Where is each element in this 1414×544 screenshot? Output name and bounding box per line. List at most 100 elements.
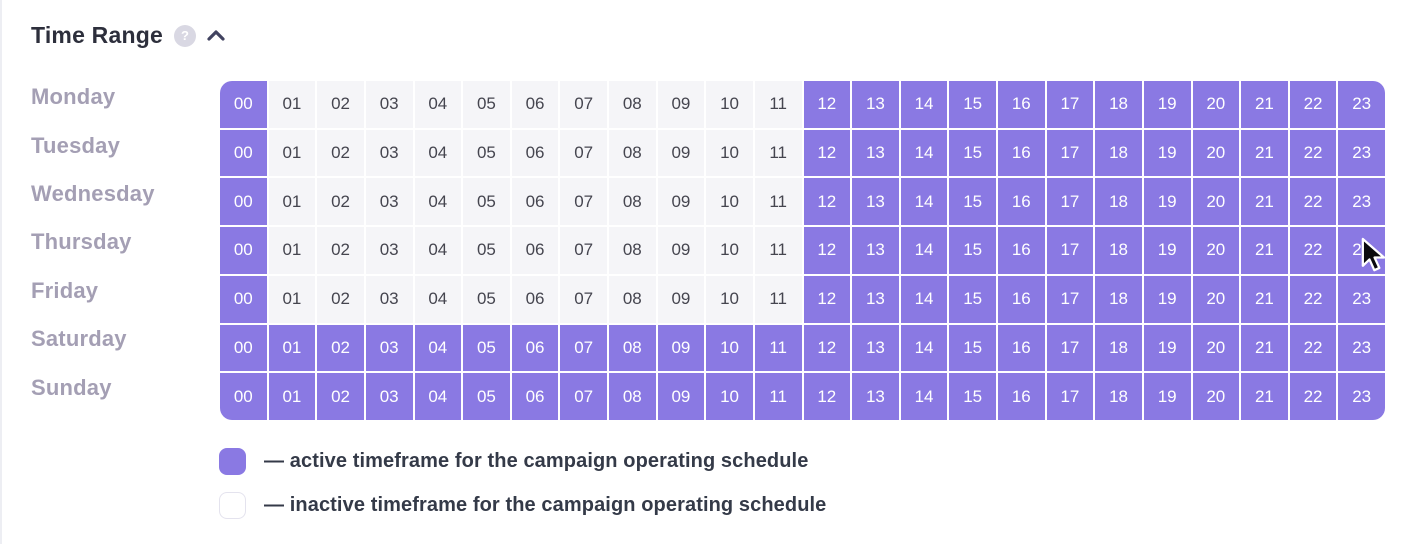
hour-cell[interactable]: 10 <box>706 373 753 420</box>
hour-cell[interactable]: 20 <box>1192 178 1240 226</box>
hour-cell[interactable]: 20 <box>1192 373 1240 420</box>
hour-cell[interactable]: 18 <box>1095 129 1142 177</box>
help-icon[interactable]: ? <box>173 24 196 47</box>
hour-cell[interactable]: 14 <box>900 178 948 226</box>
hour-cell[interactable]: 11 <box>754 227 802 274</box>
hour-cell[interactable]: 03 <box>365 129 413 177</box>
hour-cell[interactable]: 01 <box>268 129 316 177</box>
hour-cell[interactable]: 15 <box>949 129 996 177</box>
hour-cell[interactable]: 01 <box>268 373 316 420</box>
hour-cell[interactable]: 14 <box>900 275 948 323</box>
hour-cell[interactable]: 02 <box>317 275 364 323</box>
hour-cell[interactable]: 04 <box>414 324 462 372</box>
hour-cell[interactable]: 12 <box>803 373 851 420</box>
hour-cell[interactable]: 20 <box>1192 275 1240 323</box>
hour-cell[interactable]: 01 <box>268 275 316 323</box>
hour-cell[interactable]: 19 <box>1143 275 1191 323</box>
hour-cell[interactable]: 14 <box>900 227 948 274</box>
hour-cell[interactable]: 05 <box>463 81 510 128</box>
hour-cell[interactable]: 18 <box>1095 81 1142 128</box>
hour-cell[interactable]: 00 <box>220 178 267 226</box>
hour-cell[interactable]: 11 <box>754 81 802 128</box>
hour-cell[interactable]: 12 <box>803 275 851 323</box>
hour-cell[interactable]: 06 <box>511 275 559 323</box>
hour-cell[interactable]: 23 <box>1338 129 1385 177</box>
hour-cell[interactable]: 06 <box>511 227 559 274</box>
hour-cell[interactable]: 05 <box>463 324 510 372</box>
hour-cell[interactable]: 03 <box>365 275 413 323</box>
hour-cell[interactable]: 21 <box>1241 324 1288 372</box>
hour-cell[interactable]: 21 <box>1241 227 1288 274</box>
hour-cell[interactable]: 20 <box>1192 81 1240 128</box>
hour-cell[interactable]: 13 <box>852 275 899 323</box>
hour-cell[interactable]: 08 <box>609 227 656 274</box>
hour-cell[interactable]: 06 <box>511 373 559 420</box>
hour-cell[interactable]: 19 <box>1143 324 1191 372</box>
hour-cell[interactable]: 13 <box>852 227 899 274</box>
hour-cell[interactable]: 00 <box>220 227 267 274</box>
hour-cell[interactable]: 04 <box>414 227 462 274</box>
hour-cell[interactable]: 18 <box>1095 373 1142 420</box>
hour-cell[interactable]: 20 <box>1192 324 1240 372</box>
hour-cell[interactable]: 15 <box>949 81 996 128</box>
hour-cell[interactable]: 19 <box>1143 129 1191 177</box>
hour-cell[interactable]: 05 <box>463 275 510 323</box>
hour-cell[interactable]: 18 <box>1095 275 1142 323</box>
chevron-up-icon[interactable] <box>207 30 225 41</box>
hour-cell[interactable]: 11 <box>754 129 802 177</box>
hour-cell[interactable]: 15 <box>949 178 996 226</box>
hour-cell[interactable]: 08 <box>609 324 656 372</box>
hour-cell[interactable]: 11 <box>754 373 802 420</box>
hour-cell[interactable]: 09 <box>657 227 705 274</box>
hour-cell[interactable]: 18 <box>1095 178 1142 226</box>
hour-cell[interactable]: 09 <box>657 81 705 128</box>
hour-cell[interactable]: 15 <box>949 227 996 274</box>
hour-cell[interactable]: 00 <box>220 129 267 177</box>
hour-cell[interactable]: 02 <box>317 81 364 128</box>
hour-cell[interactable]: 01 <box>268 227 316 274</box>
hour-cell[interactable]: 19 <box>1143 81 1191 128</box>
hour-cell[interactable]: 06 <box>511 81 559 128</box>
hour-cell[interactable]: 09 <box>657 275 705 323</box>
hour-cell[interactable]: 13 <box>852 129 899 177</box>
hour-cell[interactable]: 12 <box>803 129 851 177</box>
hour-cell[interactable]: 05 <box>463 227 510 274</box>
hour-cell[interactable]: 07 <box>560 373 607 420</box>
hour-cell[interactable]: 23 <box>1338 81 1385 128</box>
hour-cell[interactable]: 17 <box>1046 373 1094 420</box>
hour-cell[interactable]: 16 <box>998 324 1045 372</box>
hour-cell[interactable]: 09 <box>657 129 705 177</box>
hour-cell[interactable]: 12 <box>803 81 851 128</box>
hour-cell[interactable]: 14 <box>900 129 948 177</box>
hour-cell[interactable]: 21 <box>1241 129 1288 177</box>
hour-cell[interactable]: 22 <box>1289 129 1337 177</box>
hour-cell[interactable]: 17 <box>1046 324 1094 372</box>
hour-cell[interactable]: 22 <box>1289 324 1337 372</box>
hour-cell[interactable]: 07 <box>560 275 607 323</box>
hour-cell[interactable]: 17 <box>1046 81 1094 128</box>
hour-cell[interactable]: 12 <box>803 178 851 226</box>
hour-cell[interactable]: 22 <box>1289 81 1337 128</box>
hour-cell[interactable]: 21 <box>1241 178 1288 226</box>
hour-cell[interactable]: 04 <box>414 373 462 420</box>
hour-cell[interactable]: 08 <box>609 275 656 323</box>
hour-cell[interactable]: 16 <box>998 227 1045 274</box>
hour-cell[interactable]: 08 <box>609 129 656 177</box>
hour-cell[interactable]: 23 <box>1338 178 1385 226</box>
hour-cell[interactable]: 16 <box>998 81 1045 128</box>
hour-cell[interactable]: 06 <box>511 178 559 226</box>
hour-cell[interactable]: 03 <box>365 178 413 226</box>
hour-cell[interactable]: 01 <box>268 81 316 128</box>
hour-cell[interactable]: 20 <box>1192 129 1240 177</box>
hour-cell[interactable]: 04 <box>414 275 462 323</box>
hour-cell[interactable]: 03 <box>365 324 413 372</box>
hour-cell[interactable]: 17 <box>1046 275 1094 323</box>
hour-cell[interactable]: 09 <box>657 178 705 226</box>
hour-cell[interactable]: 10 <box>706 275 753 323</box>
hour-cell[interactable]: 08 <box>609 81 656 128</box>
hour-cell[interactable]: 00 <box>220 81 267 128</box>
hour-cell[interactable]: 07 <box>560 81 607 128</box>
hour-cell[interactable]: 02 <box>317 227 364 274</box>
hour-cell[interactable]: 09 <box>657 324 705 372</box>
hour-cell[interactable]: 16 <box>998 373 1045 420</box>
